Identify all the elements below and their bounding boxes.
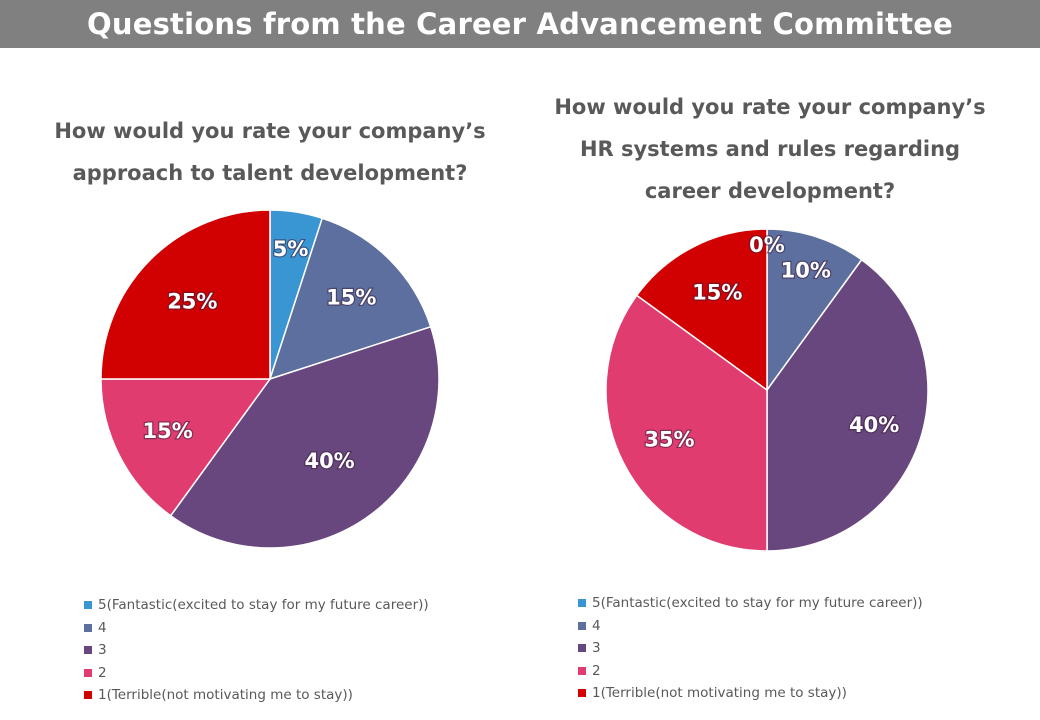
legend-item-rating-3: 3 <box>578 637 923 660</box>
legend-item-rating-1: 1(Terrible(not motivating me to stay)) <box>578 682 923 705</box>
legend-item-rating-3: 3 <box>84 639 429 662</box>
data-label-rating-2: 35% <box>644 428 694 452</box>
legend-item-rating-4: 4 <box>578 615 923 638</box>
legend-swatch <box>578 689 586 698</box>
legend-label: 3 <box>98 642 107 659</box>
legend-label: 5(Fantastic(excited to stay for my futur… <box>592 595 923 612</box>
chart-legend: 5(Fantastic(excited to stay for my futur… <box>84 594 429 707</box>
data-label-rating-1: 25% <box>167 289 217 313</box>
legend-swatch <box>578 621 586 630</box>
data-label-rating-4: 10% <box>781 259 831 283</box>
legend-label: 4 <box>98 619 107 636</box>
pie-slice-rating-3 <box>169 325 440 549</box>
legend-label: 2 <box>592 662 601 679</box>
legend-swatch <box>578 666 586 675</box>
pie-slice-rating-4 <box>766 228 863 393</box>
chart-title-line: How would you rate your company’s <box>54 119 486 143</box>
data-label-rating-2: 15% <box>142 419 192 443</box>
legend-item-rating-2: 2 <box>578 660 923 683</box>
legend-swatch <box>84 646 92 655</box>
chart-title-line: HR systems and rules regarding <box>579 137 961 161</box>
legend-swatch <box>84 691 92 700</box>
legend-label: 1(Terrible(not motivating me to stay)) <box>98 687 353 704</box>
legend-item-rating-2: 2 <box>84 662 429 685</box>
legend-item-rating-5: 5(Fantastic(excited to stay for my futur… <box>84 594 429 617</box>
data-label-rating-4: 15% <box>326 286 376 310</box>
legend-item-rating-1: 1(Terrible(not motivating me to stay)) <box>84 684 429 707</box>
chart-title-line: approach to talent development? <box>72 161 468 185</box>
chart-panel-hr-systems: How would you rate your company’s HR sys… <box>500 48 1040 720</box>
chart-panel-talent-development: How would you rate your company’s approa… <box>0 48 540 720</box>
legend-label: 1(Terrible(not motivating me to stay)) <box>592 685 847 702</box>
legend-item-rating-5: 5(Fantastic(excited to stay for my futur… <box>578 592 923 615</box>
legend-swatch <box>578 644 586 653</box>
data-label-rating-1: 15% <box>692 280 742 304</box>
title-banner: Questions from the Career Advancement Co… <box>0 0 1040 48</box>
pie-slice-rating-2 <box>100 378 272 517</box>
chart-title: How would you rate your company’s approa… <box>0 110 540 194</box>
chart-title: How would you rate your company’s HR sys… <box>500 86 1040 212</box>
pie-slice-rating-1 <box>100 209 271 380</box>
pie-chart: 0%10% 40% 35% 15% <box>605 228 929 552</box>
data-label-rating-3: 40% <box>304 449 354 473</box>
pie-chart: 5% 15% 40% 15% 25% <box>100 209 440 549</box>
data-label-rating-3: 40% <box>849 413 899 437</box>
chart-title-line: How would you rate your company’s <box>554 95 986 119</box>
legend-swatch <box>84 668 92 677</box>
pie-slice-rating-1 <box>635 228 768 392</box>
legend-swatch <box>84 623 92 632</box>
chart-legend: 5(Fantastic(excited to stay for my futur… <box>578 592 923 705</box>
pie-slice-rating-2 <box>605 294 768 552</box>
data-label-rating-5: 5% <box>273 237 309 261</box>
legend-item-rating-4: 4 <box>84 617 429 640</box>
pie-slice-rating-4 <box>268 217 432 381</box>
legend-label: 2 <box>98 664 107 681</box>
legend-swatch <box>578 599 586 608</box>
data-label-rating-5: 0% <box>749 233 785 257</box>
legend-label: 5(Fantastic(excited to stay for my futur… <box>98 597 429 614</box>
page-title: Questions from the Career Advancement Co… <box>87 7 953 41</box>
legend-swatch <box>84 601 92 610</box>
legend-label: 3 <box>592 640 601 657</box>
pie-slice-rating-3 <box>766 258 929 552</box>
legend-label: 4 <box>592 617 601 634</box>
chart-title-line: career development? <box>644 179 896 203</box>
